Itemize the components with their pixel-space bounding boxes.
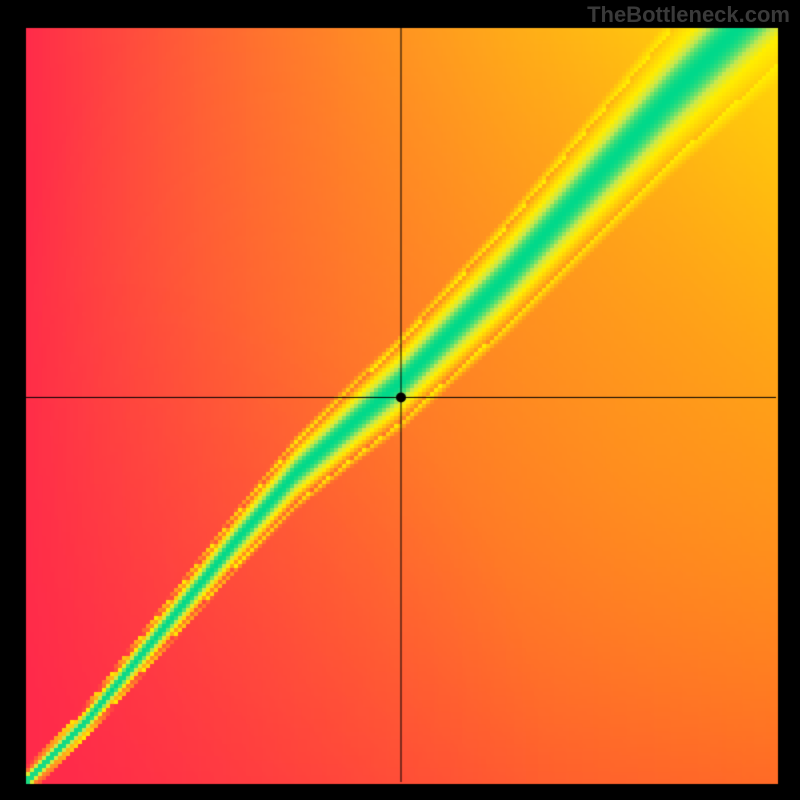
- watermark-text: TheBottleneck.com: [587, 2, 790, 28]
- bottleneck-heatmap: [0, 0, 800, 800]
